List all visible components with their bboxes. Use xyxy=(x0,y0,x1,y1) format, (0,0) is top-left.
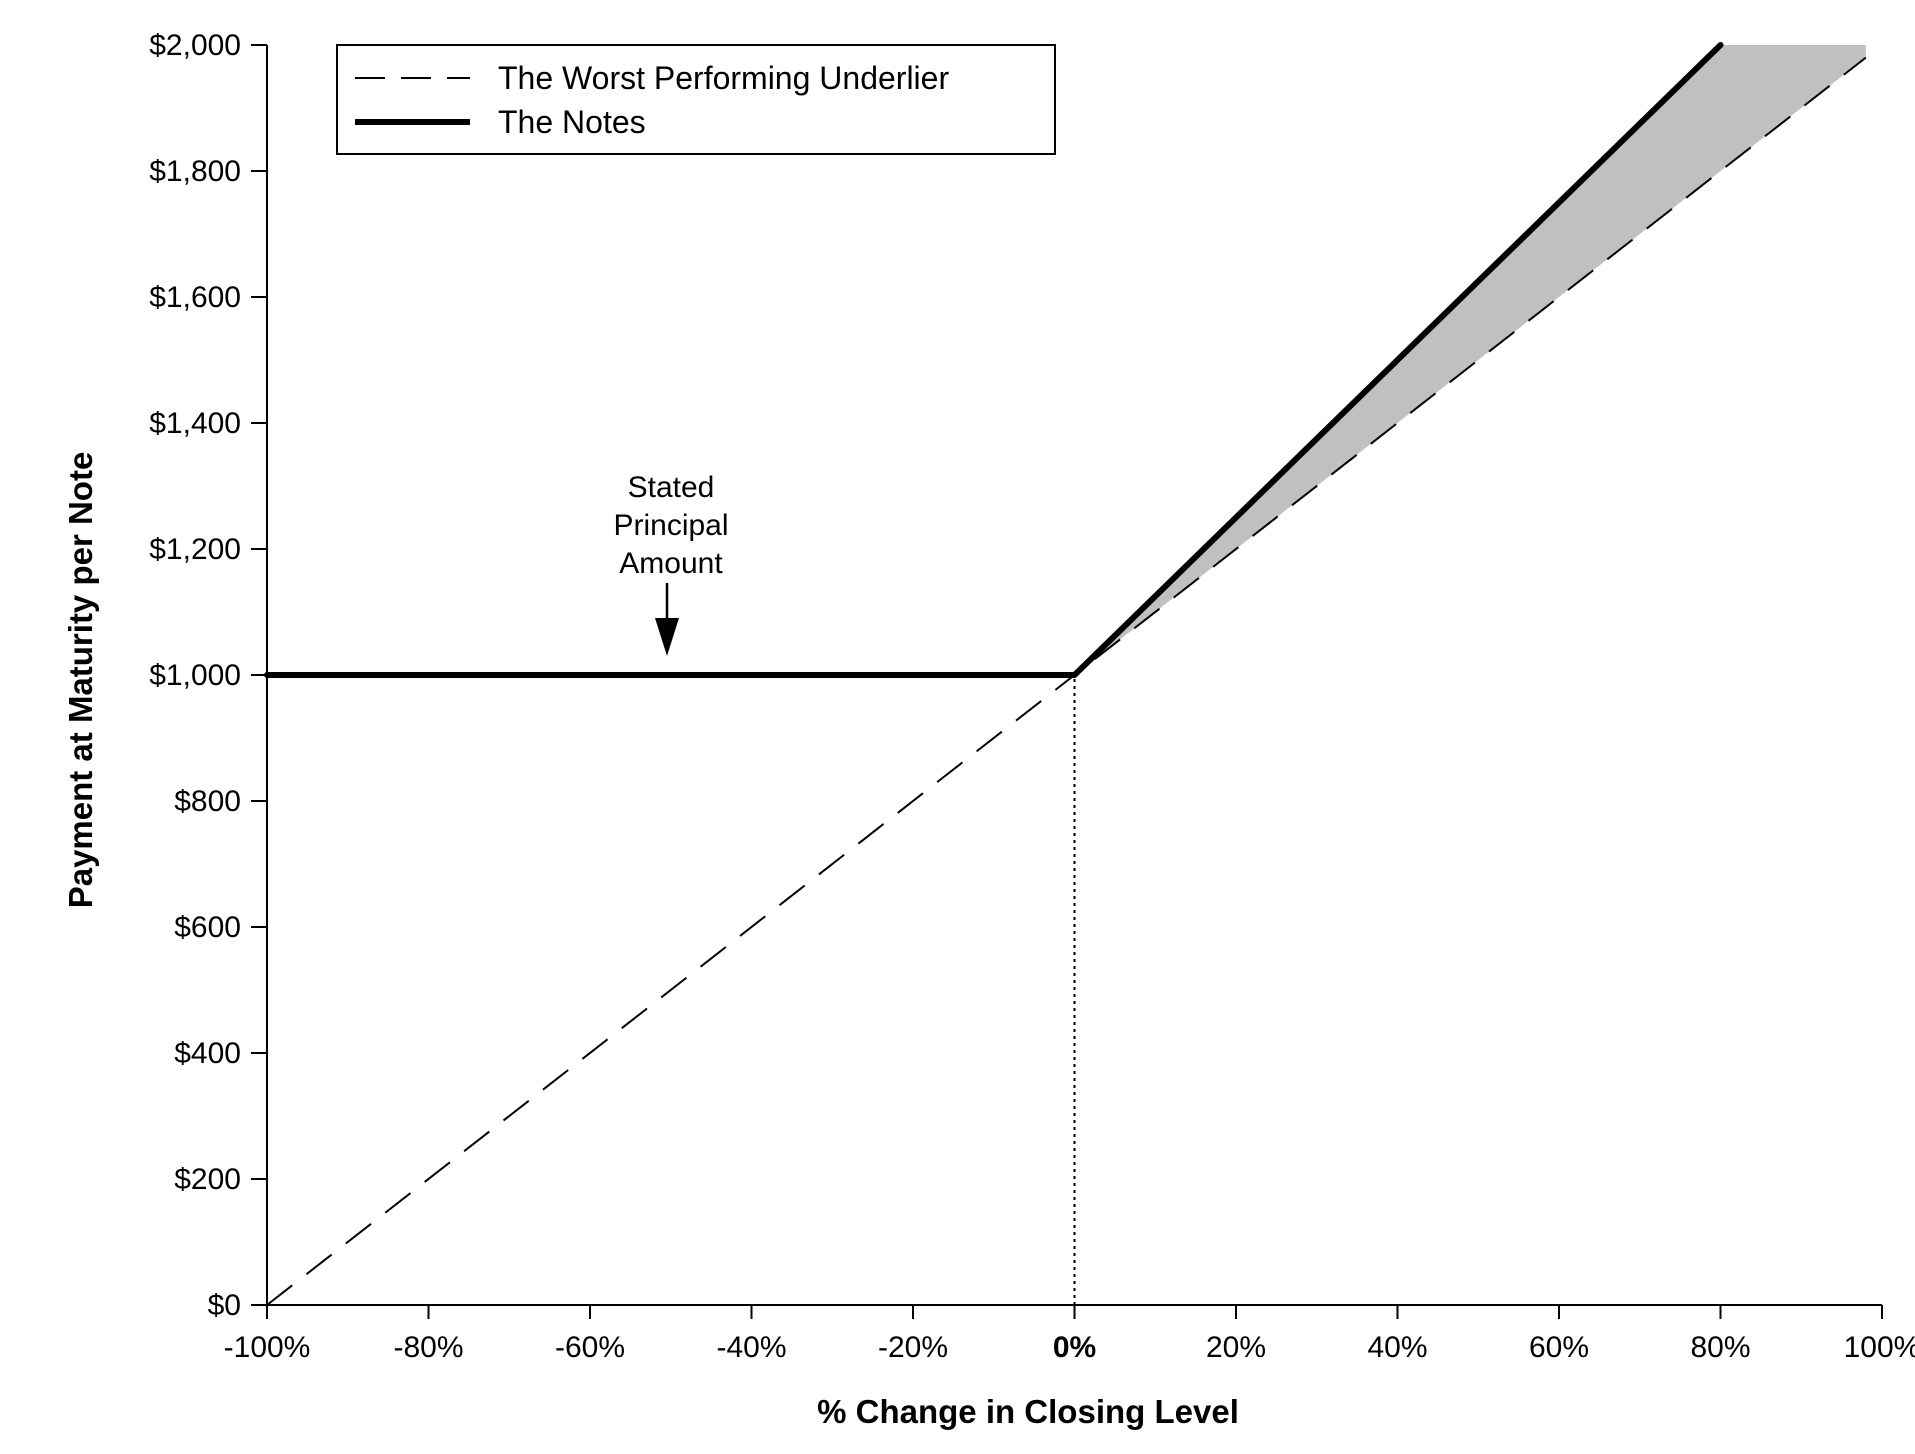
annotation-line-2: Principal xyxy=(613,509,728,542)
tick-labels: $0 $200 $400 $600 $800 $1,000 $1,200 $1,400 $1,6… xyxy=(149,29,1915,1364)
x-tick-label: -80% xyxy=(393,1331,463,1364)
annotation-line-3: Amount xyxy=(619,547,723,580)
x-tick-label: 0% xyxy=(1053,1331,1096,1364)
x-tick-label: 20% xyxy=(1206,1331,1266,1364)
y-tick-label: $600 xyxy=(174,911,241,944)
y-tick-label: $0 xyxy=(208,1289,241,1322)
legend-label-notes: The Notes xyxy=(498,104,646,140)
legend-box xyxy=(336,44,1056,155)
y-axis-title: Payment at Maturity per Note xyxy=(62,452,99,909)
x-tick-label: -100% xyxy=(224,1331,311,1364)
y-tick-label: $2,000 xyxy=(149,29,241,62)
outperformance-shaded-area xyxy=(1074,45,1866,675)
series-the-notes xyxy=(264,42,1724,678)
legend-label-underlier: The Worst Performing Underlier xyxy=(498,60,949,96)
x-tick-label: 100% xyxy=(1844,1331,1915,1364)
y-tick-label: $200 xyxy=(174,1163,241,1196)
legend: The Worst Performing Underlier The Notes xyxy=(336,44,1056,155)
shaded-region-layer xyxy=(1074,45,1866,675)
y-tick-label: $1,600 xyxy=(149,281,241,314)
y-tick-label: $800 xyxy=(174,785,241,818)
y-tick-label: $1,200 xyxy=(149,533,241,566)
series-layer xyxy=(264,42,1867,1306)
annotation-line-1: Stated xyxy=(628,471,715,504)
x-tick-label: -20% xyxy=(878,1331,948,1364)
y-tick-label: $1,000 xyxy=(149,659,241,692)
x-tick-label: -40% xyxy=(716,1331,786,1364)
annotation-arrowhead xyxy=(655,618,679,656)
y-tick-label: $1,800 xyxy=(149,155,241,188)
annotation: Stated Principal Amount xyxy=(613,471,729,656)
x-tick-label: -60% xyxy=(555,1331,625,1364)
x-tick-label: 80% xyxy=(1690,1331,1750,1364)
y-tick-label: $400 xyxy=(174,1037,241,1070)
series-worst-performing-underlier xyxy=(266,56,1867,1306)
x-tick-label: 60% xyxy=(1529,1331,1589,1364)
y-tick-label: $1,400 xyxy=(149,407,241,440)
x-axis-title: % Change in Closing Level xyxy=(817,1393,1239,1430)
x-tick-label: 40% xyxy=(1367,1331,1427,1364)
